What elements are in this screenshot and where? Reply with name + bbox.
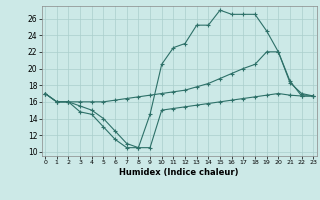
X-axis label: Humidex (Indice chaleur): Humidex (Indice chaleur): [119, 168, 239, 177]
